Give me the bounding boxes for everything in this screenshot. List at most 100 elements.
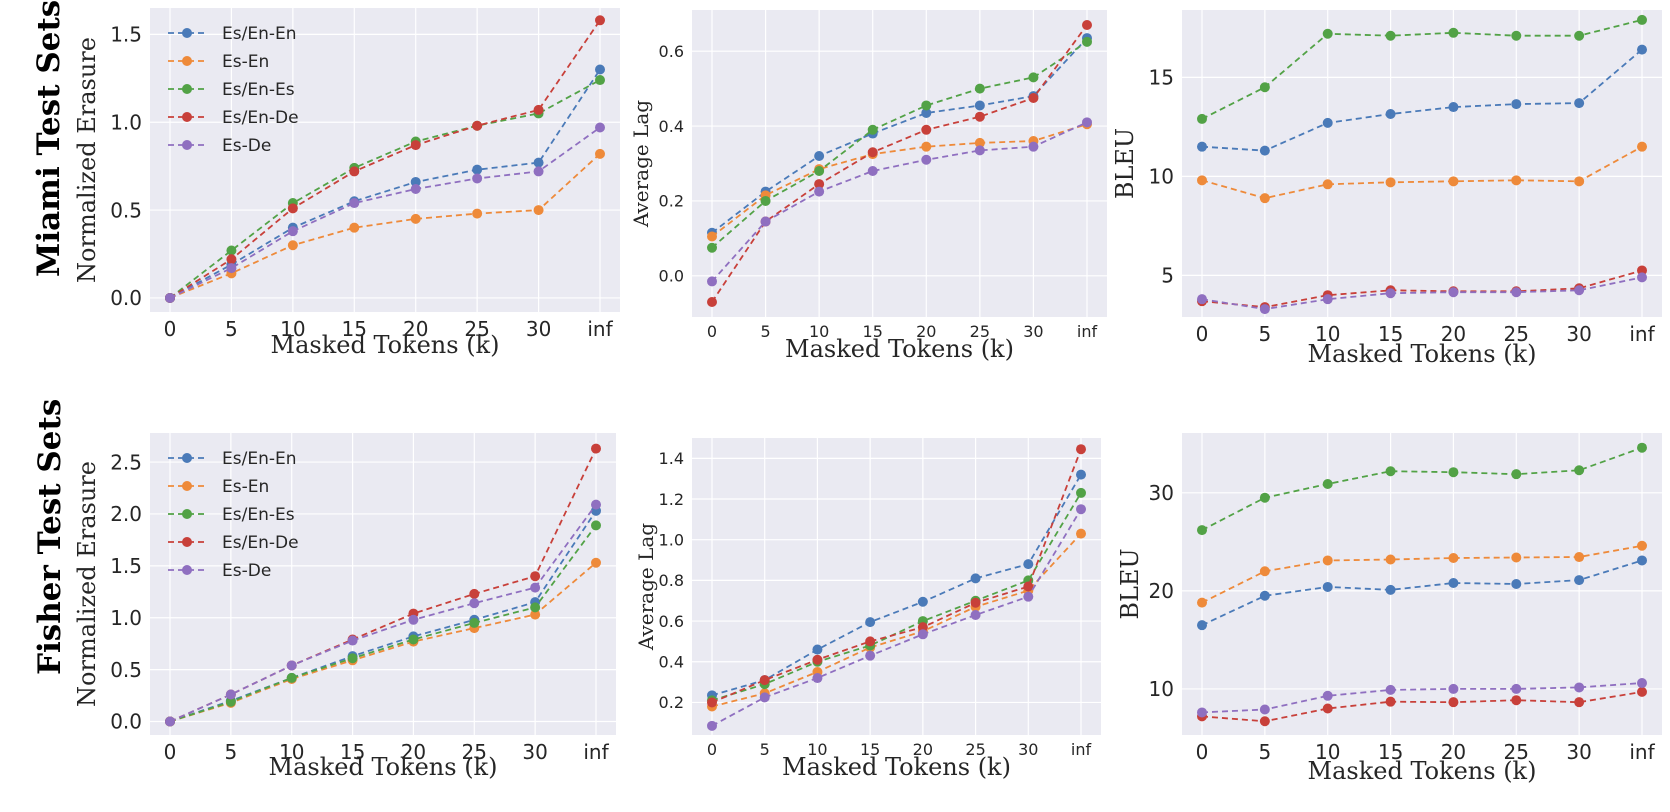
data-point xyxy=(812,673,823,684)
chart-panel-3: 0 5 10 15 20 25 30 inf 0.0 0.5 1.0 1.5 2.0 2.5 Masked … xyxy=(73,433,616,781)
data-point xyxy=(1322,581,1333,592)
legend-marker xyxy=(182,453,192,463)
data-point xyxy=(1385,288,1396,299)
data-point xyxy=(1385,177,1396,188)
y-tick-label: 30 xyxy=(1149,481,1174,505)
x-tick-label: inf xyxy=(1071,740,1092,759)
chart-panel-1: 0 5 10 15 20 25 30 inf 0.0 0.2 0.4 0.6 Masked Tokens… xyxy=(629,10,1107,363)
data-point xyxy=(1511,683,1522,694)
data-point xyxy=(1197,113,1207,124)
data-point xyxy=(865,636,876,647)
data-point xyxy=(1637,272,1647,283)
series-line xyxy=(1201,691,1643,723)
data-point xyxy=(1385,584,1396,595)
y-tick-label: 10 xyxy=(1149,677,1174,701)
data-point xyxy=(974,137,985,148)
series-line xyxy=(169,524,597,723)
x-tick-label: inf xyxy=(587,317,613,341)
x-tick-label: 0 xyxy=(707,740,717,759)
plot-background xyxy=(150,433,616,735)
y-tick-label: 1.0 xyxy=(110,606,142,630)
x-axis-label: Masked Tokens (k) xyxy=(785,335,1014,363)
data-point xyxy=(1448,697,1459,708)
series-line xyxy=(1201,48,1643,152)
data-point xyxy=(472,120,483,131)
x-tick-label: 5 xyxy=(225,317,238,341)
data-point xyxy=(812,644,823,655)
x-axis-label: Masked Tokens (k) xyxy=(1308,340,1537,368)
data-point xyxy=(1637,555,1647,566)
series-line xyxy=(169,153,601,299)
data-point xyxy=(1259,704,1270,715)
data-point xyxy=(707,231,717,242)
x-tick-label: 10 xyxy=(1315,740,1340,764)
x-tick-label: 25 xyxy=(970,322,990,341)
y-tick-label: 0.6 xyxy=(659,612,684,631)
data-point xyxy=(591,499,601,510)
x-tick-label: 30 xyxy=(1023,322,1043,341)
x-tick-label: 10 xyxy=(809,322,829,341)
data-point xyxy=(974,83,985,94)
data-point xyxy=(707,276,717,287)
data-point xyxy=(287,203,298,214)
data-point xyxy=(707,242,717,253)
y-tick-label: 15 xyxy=(1149,66,1174,90)
data-point xyxy=(1448,578,1459,589)
legend-entry: Es/En-De xyxy=(222,108,299,128)
data-point xyxy=(1448,176,1459,187)
series-line xyxy=(1201,682,1643,714)
y-tick-label: 2.5 xyxy=(110,450,142,474)
data-point xyxy=(917,622,928,633)
data-point xyxy=(1322,478,1333,489)
data-point xyxy=(1082,117,1092,128)
x-tick-label: 5 xyxy=(224,740,237,764)
legend-entry: Es-En xyxy=(222,52,269,72)
data-point xyxy=(1511,469,1522,480)
data-point xyxy=(533,166,544,177)
series-line xyxy=(1201,559,1643,627)
series-Es-De xyxy=(1197,678,1647,718)
series-Es/En-De xyxy=(707,444,1086,708)
x-tick-label: 5 xyxy=(1258,322,1271,346)
data-point xyxy=(1023,591,1034,602)
data-point xyxy=(595,148,605,159)
data-point xyxy=(921,100,932,111)
data-point xyxy=(226,245,237,256)
data-point xyxy=(530,571,541,582)
data-point xyxy=(917,629,928,640)
legend-entry: Es/En-En xyxy=(222,449,297,469)
data-point xyxy=(1385,554,1396,565)
y-tick-label: 1.4 xyxy=(659,449,684,468)
series-Es/En-En xyxy=(1197,555,1647,631)
data-point xyxy=(1082,36,1092,47)
data-point xyxy=(1385,684,1396,695)
x-tick-label: 5 xyxy=(1258,740,1271,764)
data-point xyxy=(1574,285,1585,296)
series-Es/En-En xyxy=(1197,44,1647,156)
x-tick-label: 10 xyxy=(280,317,305,341)
series-line xyxy=(169,79,601,299)
data-point xyxy=(1637,44,1647,55)
plot-background xyxy=(150,8,620,312)
data-point xyxy=(349,198,360,209)
data-point xyxy=(225,689,236,700)
data-point xyxy=(1448,27,1459,38)
data-point xyxy=(165,292,175,303)
data-point xyxy=(286,660,297,671)
data-point xyxy=(287,226,298,237)
data-point xyxy=(1448,683,1459,694)
data-point xyxy=(1574,465,1585,476)
data-point xyxy=(1574,98,1585,109)
x-tick-label: 0 xyxy=(707,322,717,341)
data-point xyxy=(921,124,932,135)
data-point xyxy=(1637,141,1647,152)
data-point xyxy=(591,520,601,531)
data-point xyxy=(1448,553,1459,564)
data-point xyxy=(1574,697,1585,708)
data-point xyxy=(226,254,237,265)
y-axis-label: BLEU xyxy=(1111,128,1139,199)
data-point xyxy=(1028,141,1039,152)
series-Es-De xyxy=(707,117,1092,287)
data-point xyxy=(1574,552,1585,563)
x-axis-label: Masked Tokens (k) xyxy=(1308,757,1537,785)
